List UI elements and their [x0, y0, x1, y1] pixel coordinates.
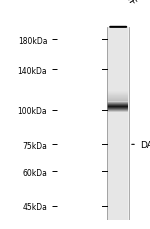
Text: 293F: 293F	[116, 0, 136, 8]
Text: DACH1: DACH1	[132, 140, 150, 149]
Bar	[107, 27, 129, 220]
